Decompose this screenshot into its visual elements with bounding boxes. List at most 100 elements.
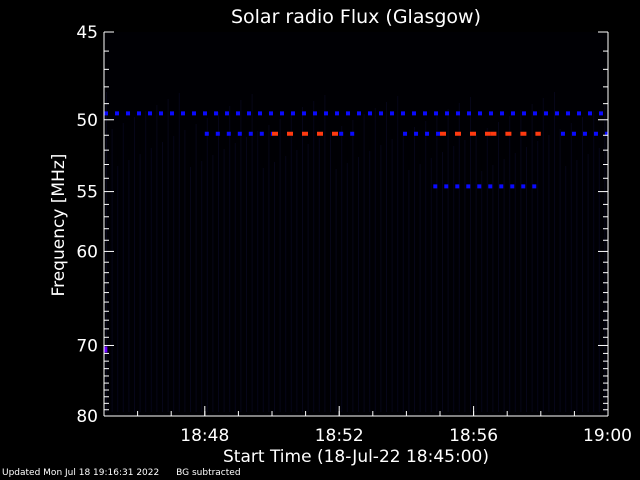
noise-streak [414,127,415,412]
noise-streak [492,165,494,412]
noise-streak [369,151,371,412]
x-tick-label: 18:52 [315,426,364,446]
noise-streak [419,164,421,412]
noise-streak [330,132,331,412]
noise-streak [604,105,606,412]
noise-streak [145,111,147,412]
y-tick-label: 55 [76,183,98,203]
noise-streak [498,122,499,412]
noise-streak [296,150,298,412]
noise-streak [363,114,365,412]
y-tick-label: 45 [76,23,98,43]
noise-streak [274,162,275,412]
noise-streak [548,135,550,412]
noise-streak [122,123,124,412]
noise-streak [453,146,455,412]
noise-streak [257,131,259,412]
noise-streak [302,107,303,412]
noise-streak [195,124,197,412]
noise-streak [470,97,471,412]
noise-streak [201,161,203,412]
noise-streak [206,118,208,412]
noise-streak [358,157,359,412]
noise-streak [397,96,399,412]
noise-streak [307,144,309,412]
noise-streak [139,154,141,412]
noise-streak [318,138,320,412]
bg-subtracted-note: BG subtracted [176,468,241,478]
noise-streak [509,116,511,412]
noise-streak [162,142,163,412]
noise-streak [352,120,354,412]
noise-streak [279,119,281,412]
x-axis-ticks: 18:48 18:52 18:56 19:00 [137,406,632,446]
noise-streak [514,153,516,412]
noise-streak [341,126,343,412]
noise-streak [178,93,180,412]
noise-streak [531,104,533,412]
y-tick-label: 70 [76,336,98,356]
plot-background [104,32,608,416]
noise-streak [391,139,393,412]
noise-streak [570,123,572,412]
y-tick-label: 50 [76,111,98,131]
noise-streak [542,98,544,412]
noise-streak [346,163,348,412]
noise-streak [285,156,287,412]
noise-streak [184,130,186,412]
noise-streak [554,92,555,412]
emission-bands [104,111,608,353]
x-axis-label: Start Time (18-Jul-22 18:45:00) [223,447,489,467]
y-tick-label: 80 [76,407,98,427]
updated-timestamp: Updated Mon Jul 18 19:16:31 2022 [2,468,160,478]
noise-streak [240,100,242,412]
noise-streak [386,102,387,412]
noise-streak [503,159,505,412]
noise-streak [576,160,578,412]
noise-streak [324,95,326,412]
noise-streak [234,143,236,412]
noise-streak [134,117,135,412]
noise-streak [447,109,449,412]
noise-streak [593,111,595,412]
noise-streak [268,125,270,412]
noise-streak [190,167,191,412]
noise-streaks [106,92,606,412]
x-tick-label: 18:56 [449,426,498,446]
noise-streak [106,92,107,412]
noise-streak [167,99,169,412]
axes [103,32,609,417]
noise-streak [565,166,567,412]
footer: Updated Mon Jul 18 19:16:31 2022 BG subt… [2,468,255,478]
noise-streak [111,129,113,412]
noise-streak [402,133,404,412]
noise-streak [117,166,119,412]
noise-streak [475,134,477,412]
noise-streak [150,148,152,412]
noise-streak [128,160,130,412]
noise-streak [537,141,539,412]
x-tick-label: 18:48 [180,426,229,446]
noise-streak [430,158,432,412]
noise-streak [229,106,231,412]
noise-streak [374,108,376,412]
noise-streak [218,112,219,412]
noise-streak [559,129,561,412]
y-axis-ticks: 45 50 55 60 70 80 [76,23,608,427]
noise-streak [520,110,522,412]
noise-streak [313,101,315,412]
noise-streak [262,168,264,412]
noise-streak [290,113,292,412]
noise-streak [251,94,253,412]
noise-streak [380,145,382,412]
noise-streak [526,147,527,412]
noise-streak [156,105,158,412]
noise-streak [408,170,410,412]
noise-streak [335,169,337,412]
noise-streak [598,148,600,412]
y-axis-label: Frequency [MHz] [49,154,69,297]
noise-streak [582,117,583,412]
noise-streak [425,121,427,412]
noise-streak [486,128,488,412]
